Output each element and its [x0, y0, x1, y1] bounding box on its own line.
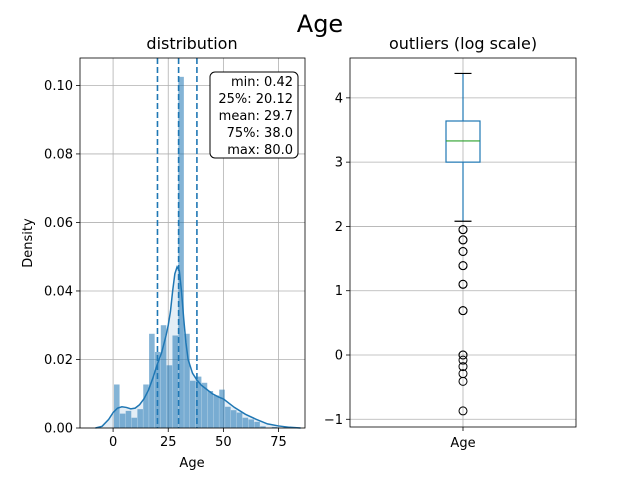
outlier-point [458, 247, 468, 256]
histogram-bar [114, 384, 120, 428]
distribution-axes-frame [79, 57, 306, 429]
y-tick-label: −1 [324, 413, 343, 428]
outlier-point [458, 376, 468, 386]
outlier-point [458, 406, 468, 416]
outliers-panel: outliers (log scale) Age −1 0 1 2 3 4 [324, 34, 577, 451]
outliers-title: outliers (log scale) [389, 34, 537, 53]
kde-fill [95, 266, 301, 428]
outlier-markers [458, 225, 468, 416]
stats-max: max: 80.0 [227, 143, 293, 158]
box-iqr [445, 120, 481, 163]
histogram-bar [125, 410, 132, 428]
stats-box: min: 0.42 25%: 20.12 mean: 29.7 75%: 38.… [209, 71, 299, 159]
quantile-lines [156, 58, 198, 428]
histogram-bar [131, 417, 138, 428]
stats-box-frame [209, 71, 299, 159]
distribution-panel: distribution 0 25 50 75 0.00 0.02 0.04 0.06 0.08… [21, 34, 306, 471]
stats-min: min: 0.42 [231, 75, 293, 90]
histogram-bar [154, 351, 161, 428]
histogram-bar [260, 426, 266, 428]
stats-mean: mean: 29.7 [219, 109, 293, 124]
distribution-xlabel: Age [179, 456, 204, 471]
histogram-bar [230, 410, 237, 428]
histogram-bar [207, 391, 214, 428]
y-tick-label: 0.02 [44, 353, 73, 368]
y-tick-label: 0.00 [44, 422, 73, 437]
histogram-bar [236, 412, 243, 428]
distribution-ylabel: Density [21, 218, 36, 268]
histogram-bar [248, 419, 255, 428]
distribution-ticks: 0 25 50 75 0.00 0.02 0.04 0.06 0.08 0.10 [44, 79, 287, 450]
histogram-bar [254, 421, 260, 428]
histogram-bar [143, 384, 149, 428]
y-tick-label: 0.06 [44, 216, 73, 231]
histogram-bar [160, 325, 167, 428]
y-tick-label: 2 [335, 220, 343, 235]
histogram-bar [137, 409, 143, 428]
histogram-bar [242, 417, 249, 428]
outlier-point [458, 225, 468, 235]
outlier-point [458, 362, 468, 372]
y-tick-label: 0.04 [44, 284, 73, 299]
distribution-title: distribution [146, 34, 237, 53]
histogram-bar [166, 365, 173, 428]
histogram-bar [225, 406, 231, 428]
outlier-point [458, 279, 468, 289]
histogram-bar [172, 335, 179, 428]
outlier-point [458, 306, 468, 316]
kde-curve [95, 265, 301, 429]
histogram-bar [184, 333, 190, 428]
y-tick-label: 0.10 [44, 79, 73, 94]
x-tick-label: 75 [270, 435, 287, 450]
histogram-bar [119, 413, 126, 428]
histogram-bar [213, 395, 219, 428]
y-tick-label: 0 [335, 349, 343, 364]
y-tick-label: 0.08 [44, 147, 73, 162]
outliers-ticks: Age −1 0 1 2 3 4 [324, 91, 476, 451]
outlier-point [458, 350, 468, 360]
figure-title: Age [297, 10, 343, 38]
histogram-bar [195, 376, 202, 428]
outlier-point [458, 235, 468, 245]
outlier-point [458, 261, 468, 271]
histogram-bar [201, 382, 208, 428]
histogram-bar [271, 426, 278, 428]
y-tick-label: 1 [335, 284, 343, 299]
boxplot [445, 72, 481, 222]
x-tick-label: 0 [109, 435, 117, 450]
histogram-bar [190, 380, 196, 428]
x-tick-label: 25 [160, 435, 177, 450]
y-tick-label: 3 [335, 156, 343, 171]
y-tick-label: 4 [335, 91, 343, 106]
histogram-bar [178, 76, 184, 428]
stats-75: 75%: 38.0 [227, 126, 293, 141]
histogram-bar [219, 389, 225, 428]
outlier-point [458, 355, 468, 365]
histogram-bars [95, 76, 301, 428]
x-tick-label: 50 [215, 435, 232, 450]
stats-25: 25%: 20.12 [218, 92, 293, 107]
x-tick-label: Age [450, 436, 475, 451]
